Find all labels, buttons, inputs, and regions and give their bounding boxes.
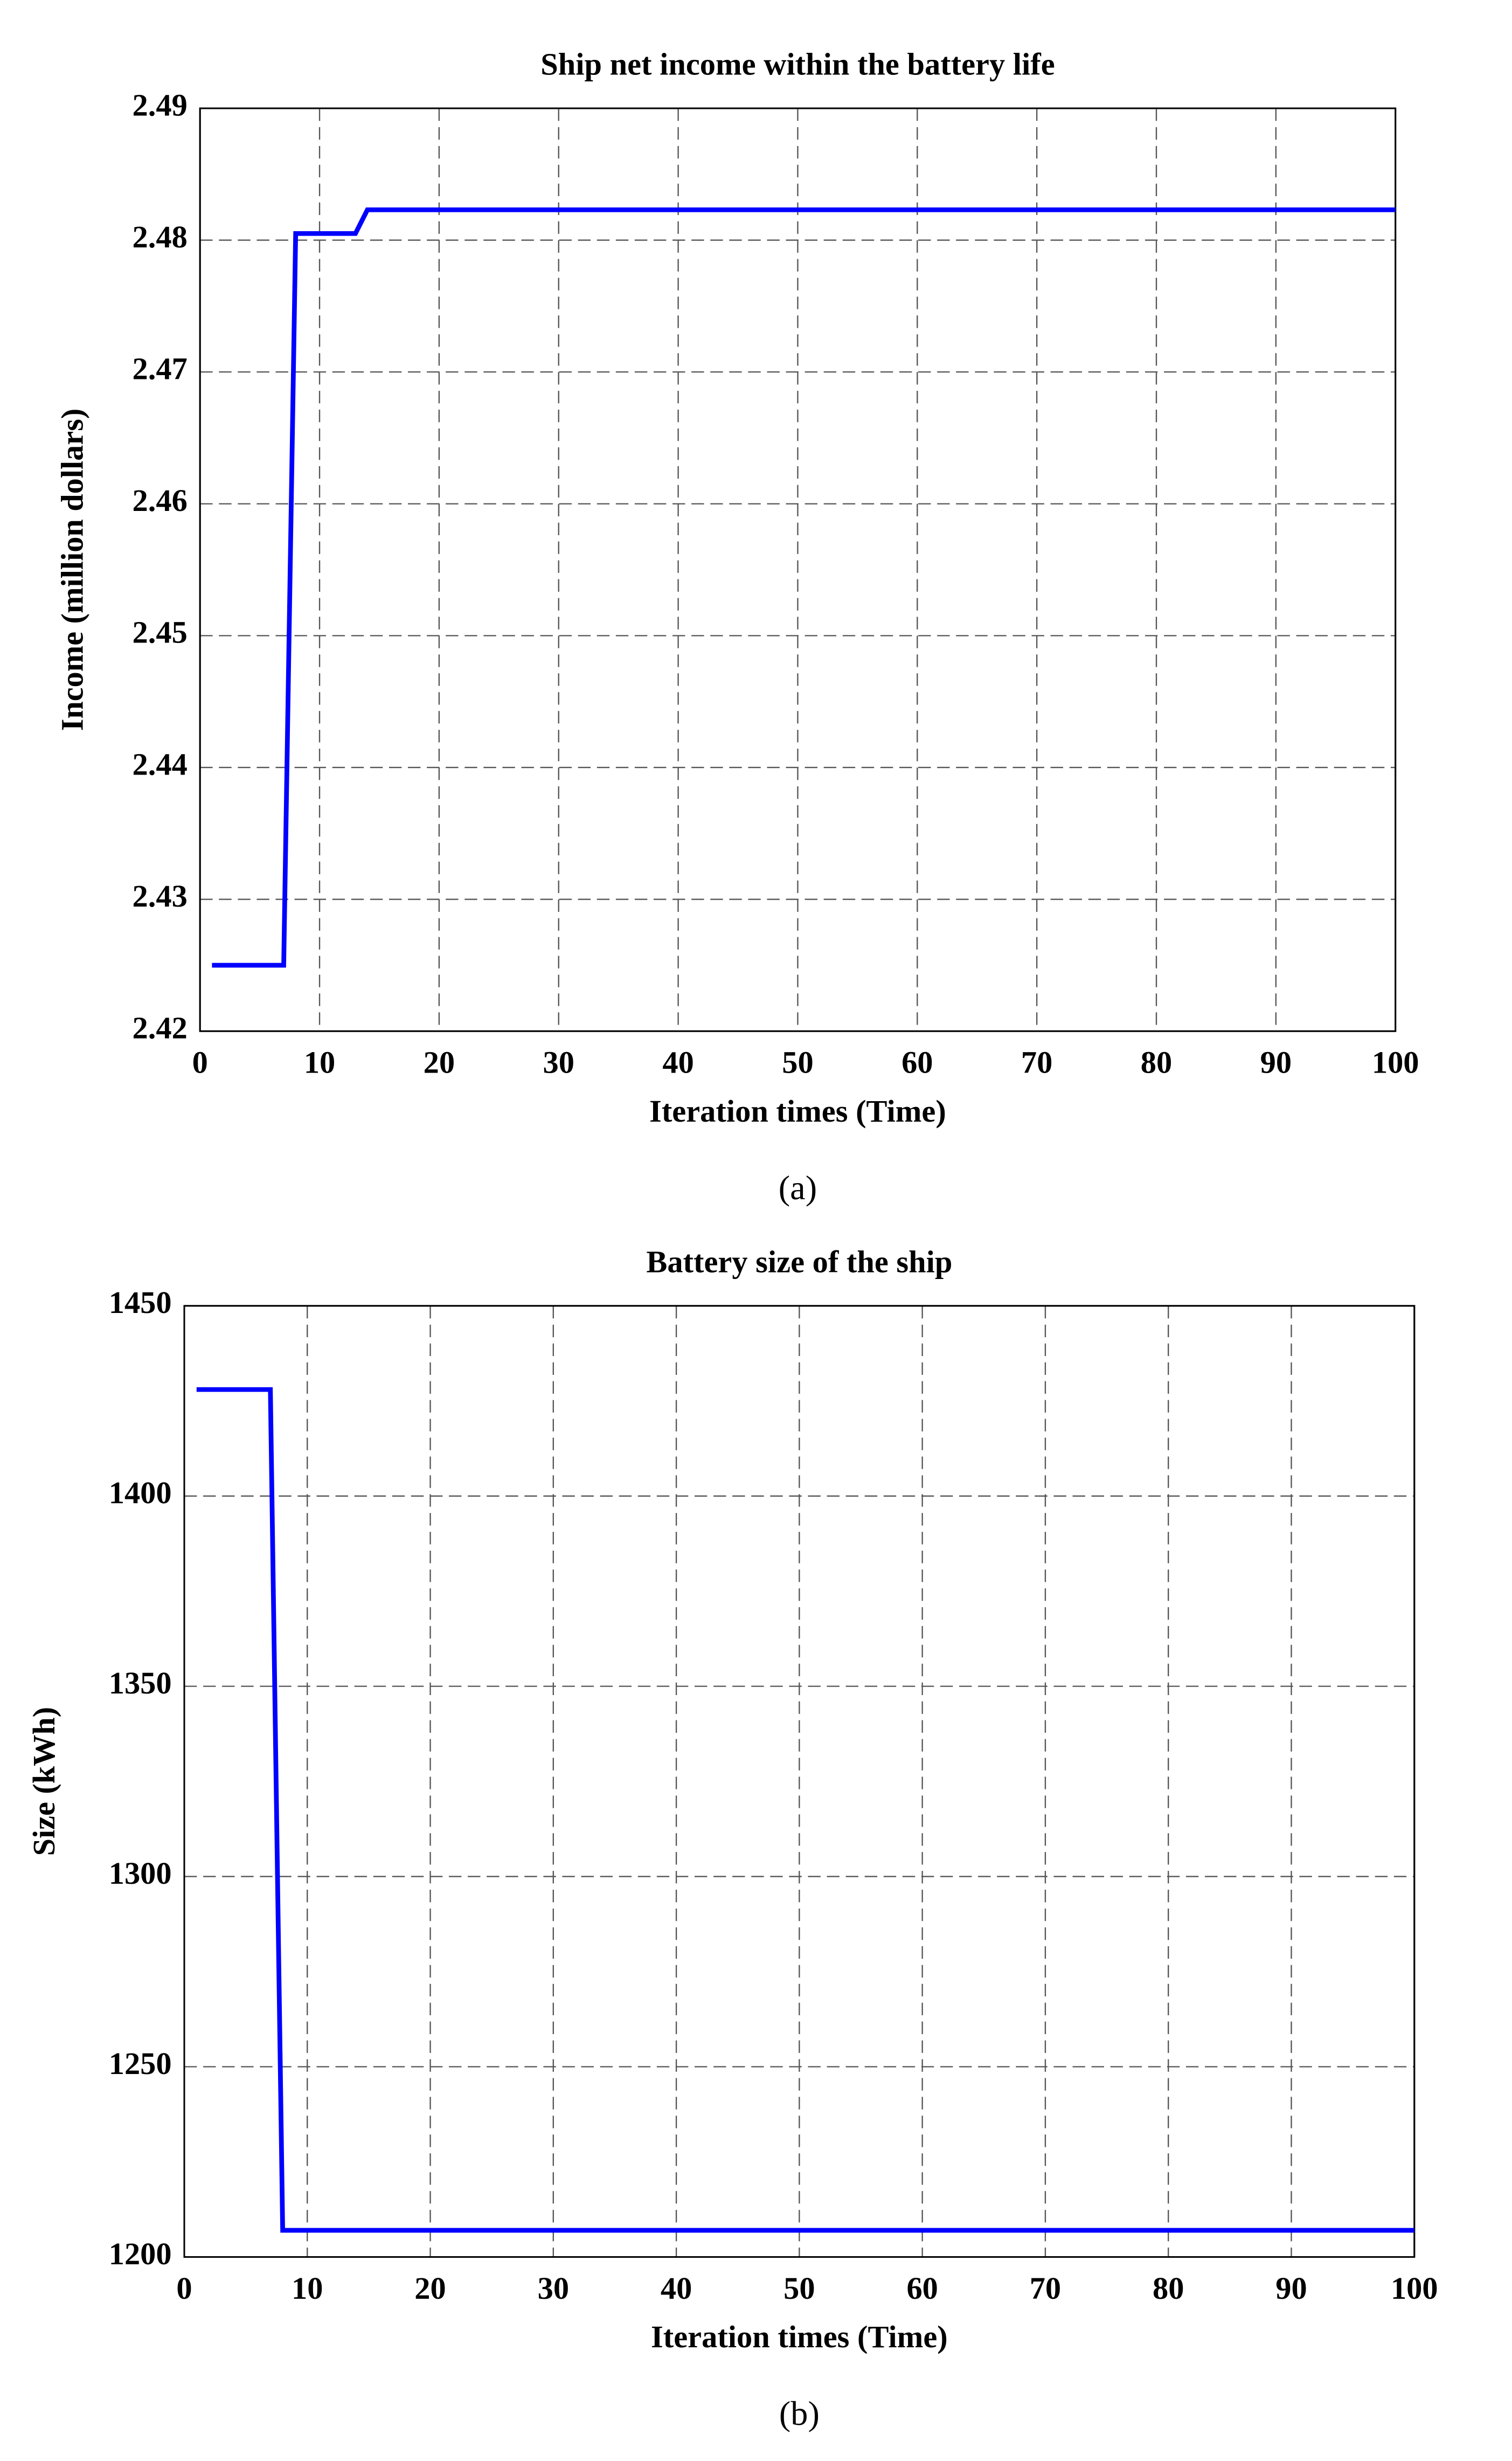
x-tick-label: 80	[1141, 1045, 1172, 1080]
x-axis-label: Iteration times (Time)	[651, 2319, 948, 2354]
plot-frame	[199, 107, 1397, 1032]
y-tick-label: 2.46	[133, 483, 188, 518]
plot-frame	[183, 1305, 1416, 2258]
x-tick-label: 20	[414, 2271, 446, 2306]
x-tick-label: 50	[783, 2271, 815, 2306]
y-axis-label: Size (kWh)	[26, 1707, 61, 1856]
x-tick-label: 80	[1153, 2271, 1184, 2306]
data-line	[212, 207, 1396, 968]
x-tick-label: 40	[661, 2271, 692, 2306]
x-tick-label: 30	[538, 2271, 569, 2306]
x-tick-label: 60	[901, 1045, 933, 1080]
x-tick-label: 60	[906, 2271, 938, 2306]
y-tick-label: 1400	[109, 1475, 172, 1510]
y-tick-label: 2.44	[133, 746, 188, 782]
x-tick-label: 30	[543, 1045, 574, 1080]
x-tick-label: 100	[1391, 2271, 1438, 2306]
y-tick-label: 2.49	[133, 87, 188, 122]
caption: (a)	[779, 1169, 817, 1207]
x-tick-label: 10	[292, 2271, 323, 2306]
y-tick-label: 1250	[109, 2046, 172, 2081]
x-tick-label: 90	[1260, 1045, 1292, 1080]
chart-title: Battery size of the ship	[646, 1245, 952, 1280]
x-tick-label: 20	[424, 1045, 455, 1080]
y-tick-label: 1300	[109, 1856, 172, 1891]
chart-title: Ship net income within the battery life	[540, 47, 1055, 82]
y-tick-label: 2.45	[133, 615, 188, 650]
x-tick-label: 0	[192, 1045, 208, 1080]
x-tick-label: 50	[782, 1045, 813, 1080]
x-tick-label: 100	[1372, 1045, 1419, 1080]
x-axis-label: Iteration times (Time)	[649, 1094, 946, 1129]
data-line	[196, 1387, 1414, 2233]
x-tick-label: 90	[1275, 2271, 1307, 2306]
y-tick-label: 2.48	[133, 219, 188, 254]
y-tick-label: 2.43	[133, 879, 188, 914]
y-axis-label: Income (million dollars)	[55, 409, 90, 731]
x-tick-label: 70	[1030, 2271, 1061, 2306]
y-tick-label: 2.42	[133, 1011, 188, 1046]
y-tick-label: 1200	[109, 2236, 172, 2271]
x-tick-label: 70	[1021, 1045, 1052, 1080]
caption: (b)	[779, 2394, 820, 2432]
y-tick-label: 1450	[109, 1285, 172, 1320]
y-tick-label: 1350	[109, 1665, 172, 1700]
y-tick-label: 2.47	[133, 351, 188, 386]
x-tick-label: 0	[176, 2271, 192, 2306]
x-tick-label: 10	[304, 1045, 335, 1080]
x-tick-label: 40	[662, 1045, 693, 1080]
